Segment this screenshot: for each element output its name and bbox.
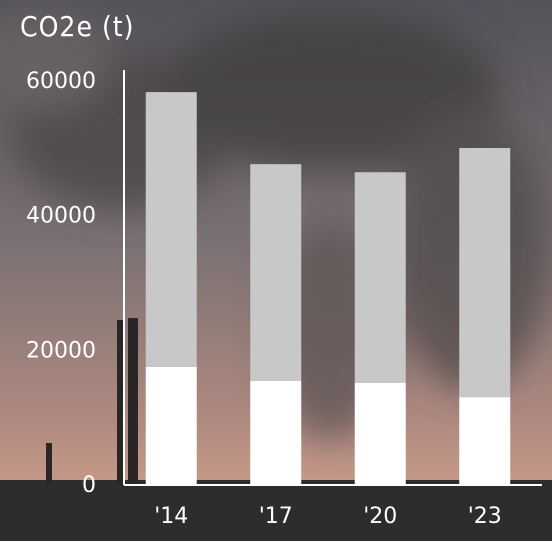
bar-segment xyxy=(354,383,406,484)
chimney xyxy=(46,443,52,485)
chart-title: CO2e (t) xyxy=(20,10,134,43)
bar-segment xyxy=(145,366,197,484)
chimney xyxy=(128,318,138,485)
bar-segment xyxy=(354,172,406,383)
y-tick-label: 0 xyxy=(82,473,96,498)
x-tick-label: '14 xyxy=(154,504,188,529)
chimney xyxy=(117,320,125,485)
y-tick-label: 60000 xyxy=(26,69,96,94)
ground xyxy=(0,480,552,541)
y-tick-label: 20000 xyxy=(26,338,96,363)
x-tick-label: '23 xyxy=(468,504,502,529)
bar-segment xyxy=(250,380,302,484)
x-tick-label: '20 xyxy=(363,504,397,529)
bar-segment xyxy=(250,164,302,381)
bar-segment xyxy=(459,148,511,398)
x-tick-label: '17 xyxy=(259,504,293,529)
y-tick-label: 40000 xyxy=(26,204,96,229)
bar-segment xyxy=(145,92,197,367)
bar-segment xyxy=(459,397,511,484)
